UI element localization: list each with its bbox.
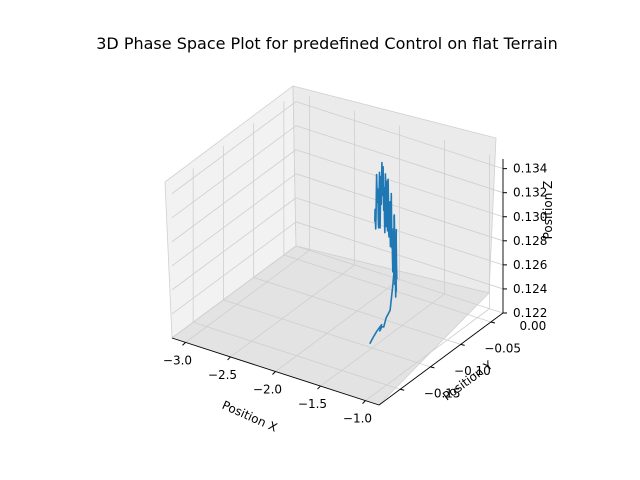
x-gridline-floor <box>320 293 445 387</box>
y-tick-label: −0.05 <box>484 341 521 355</box>
x-tick-label: −1.5 <box>298 397 327 411</box>
z-gridline-left <box>171 149 297 243</box>
axis-ticks: −3.0−2.5−2.0−1.5−1.0−0.15−0.10−0.050.000… <box>163 162 547 426</box>
z-gridline-back <box>295 245 504 314</box>
z-tick-label: 0.130 <box>513 210 547 224</box>
z-gridline-left <box>171 221 297 315</box>
x-tick-label: −2.5 <box>208 368 237 382</box>
x-gridline-floor <box>365 308 490 401</box>
y-gridline-floor <box>253 277 461 345</box>
series-line-0 <box>369 161 398 345</box>
y-tick-mark <box>490 321 496 324</box>
z-tick-label: 0.124 <box>513 282 547 296</box>
z-axis-label: Position Z <box>541 181 555 240</box>
z-tick-label: 0.122 <box>513 306 547 320</box>
z-gridline-left <box>171 173 297 267</box>
z-tick-label: 0.128 <box>513 234 547 248</box>
x-tick-label: −3.0 <box>163 353 192 367</box>
y-gridline-floor <box>223 299 431 368</box>
z-tick-label: 0.126 <box>513 258 547 272</box>
x-gridline-floor <box>275 279 400 372</box>
x-tick-mark <box>317 385 321 390</box>
y-gridline-floor <box>193 321 401 390</box>
z-tick-label: 0.134 <box>513 162 547 176</box>
z-gridline-left <box>171 245 297 339</box>
x-tick-label: −1.0 <box>343 412 372 426</box>
chart-title: 3D Phase Space Plot for predefined Contr… <box>96 34 558 53</box>
y-tick-label: −0.10 <box>454 364 491 378</box>
y-gridline-floor <box>283 254 492 323</box>
z-gridline-back <box>295 173 504 242</box>
z-gridline-left <box>171 197 297 291</box>
z-tick-label: 0.132 <box>513 186 547 200</box>
x-tick-mark <box>272 371 276 375</box>
x-tick-mark <box>182 342 186 346</box>
y-tick-mark <box>460 343 465 346</box>
z-gridline-left <box>171 125 297 219</box>
z-gridline-back <box>295 149 504 218</box>
axes-panes <box>164 85 497 406</box>
x-gridline-floor <box>185 250 310 343</box>
x-tick-label: −2.0 <box>253 383 282 397</box>
z-gridline-left <box>171 101 297 194</box>
z-gridline-back <box>295 197 504 266</box>
z-gridline-back <box>295 221 504 290</box>
x-tick-mark <box>362 400 366 404</box>
y-tick-mark <box>400 388 405 391</box>
y-tick-mark <box>430 366 435 369</box>
y-tick-label: −0.15 <box>424 386 461 400</box>
y-tick-label: 0.00 <box>520 319 547 333</box>
z-gridline-back <box>295 101 504 170</box>
x-gridline-floor <box>230 264 355 358</box>
series-layer <box>369 161 398 345</box>
grid-lines <box>171 96 504 401</box>
y-axis-line <box>378 312 504 406</box>
z-gridline-back <box>295 125 504 194</box>
x-tick-mark <box>227 356 231 361</box>
